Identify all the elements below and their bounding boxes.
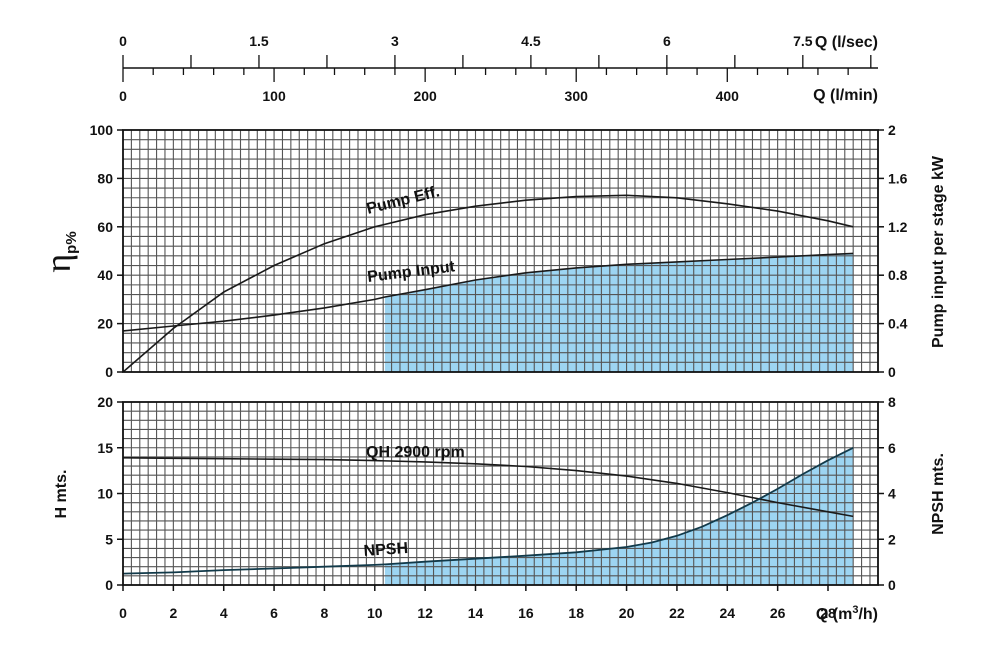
flow-axis-tick-label: 2	[169, 605, 177, 621]
lmin-tick-label: 0	[119, 88, 127, 104]
efficiency-axis-ticks: 0 20 40 60 80 100	[90, 122, 123, 380]
flow-axis-tick-label: 22	[669, 605, 685, 621]
flow-axis-tick-label: 0	[119, 605, 127, 621]
flow-axis-tick-label: 18	[568, 605, 584, 621]
top-scales: 0 1.5 3 4.5 6 7.5 0 100 200 300 400 Q (l/sec) Q (l…	[119, 33, 878, 104]
top-scale-lmin-title: Q (l/min)	[813, 87, 878, 104]
npsh-axis-tick-label: 0	[888, 577, 896, 593]
npsh-axis-tick-label: 2	[888, 531, 896, 547]
lsec-tick-label: 4.5	[521, 33, 541, 49]
head-axis-tick-label: 5	[105, 531, 113, 547]
npsh-axis-tick-label: 6	[888, 440, 896, 456]
efficiency-axis-subscript: p%	[63, 231, 80, 254]
flow-axis-ticks: 0 2 4 6 8 10 12 14 16 18 20 22 24 26 28	[119, 585, 836, 621]
pump-input-axis-title: Pump input per stage kW	[930, 155, 947, 348]
pump-input-axis-tick-label: 0.4	[888, 316, 908, 332]
npsh-curve-label: NPSH	[363, 540, 409, 560]
head-axis-tick-label: 0	[105, 577, 113, 593]
lsec-tick-label: 1.5	[249, 33, 269, 49]
flow-axis-tick-label: 6	[270, 605, 278, 621]
pump-eff-curve	[123, 194, 854, 372]
efficiency-axis-tick-label: 100	[90, 122, 114, 138]
flow-axis-tick-label: 28	[820, 605, 836, 621]
lsec-tick-label: 0	[119, 33, 127, 49]
efficiency-axis-tick-label: 40	[97, 267, 113, 283]
npsh-axis-title: NPSH mts.	[930, 453, 947, 535]
efficiency-axis-tick-label: 80	[97, 170, 113, 186]
flow-axis-title: Q (m3/h)	[816, 604, 878, 623]
pump-input-axis-tick-label: 2	[888, 122, 896, 138]
efficiency-panel-grid	[123, 130, 878, 372]
flow-axis-tick-label: 10	[367, 605, 383, 621]
flow-axis-tick-label: 12	[417, 605, 433, 621]
lmin-tick-label: 100	[262, 88, 286, 104]
head-panel-grid	[123, 402, 878, 585]
efficiency-axis-tick-label: 20	[97, 316, 113, 332]
efficiency-axis-title: ηp%	[38, 231, 80, 272]
flow-axis-tick-label: 20	[619, 605, 635, 621]
lsec-tick-label: 3	[391, 33, 399, 49]
head-axis-title: H mts.	[53, 470, 70, 519]
efficiency-axis-symbol: η	[38, 254, 78, 273]
npsh-axis-tick-label: 4	[888, 486, 896, 502]
pump-input-axis-tick-label: 0.8	[888, 267, 908, 283]
pump-input-curve	[123, 252, 854, 332]
pump-input-axis-tick-label: 1.6	[888, 170, 908, 186]
flow-axis-tick-label: 8	[321, 605, 329, 621]
lmin-tick-label: 300	[565, 88, 589, 104]
head-axis-tick-label: 10	[97, 486, 113, 502]
flow-axis-tick-label: 4	[220, 605, 228, 621]
efficiency-panel-frame	[122, 129, 879, 373]
pump-input-axis-tick-label: 1.2	[888, 219, 908, 235]
head-axis-tick-label: 20	[97, 394, 113, 410]
head-axis-ticks: 0 5 10 15 20	[97, 394, 123, 593]
qh-curve-label: QH 2900 rpm	[366, 444, 465, 461]
top-scale-lsec-title: Q (l/sec)	[815, 34, 878, 51]
flow-axis-tick-label: 14	[468, 605, 484, 621]
pump-input-axis-ticks: 0 0.4 0.8 1.2 1.6 2	[878, 122, 908, 380]
npsh-axis-tick-label: 8	[888, 394, 896, 410]
top-scale-ticks: 0 1.5 3 4.5 6 7.5 0 100 200 300 400	[119, 33, 872, 104]
lsec-tick-label: 7.5	[793, 33, 813, 49]
lmin-tick-label: 400	[716, 88, 740, 104]
svg-text:ηp%: ηp%	[38, 231, 80, 272]
efficiency-axis-tick-label: 60	[97, 219, 113, 235]
flow-axis-tick-label: 26	[770, 605, 786, 621]
qh-curve	[123, 457, 854, 518]
head-axis-tick-label: 15	[97, 440, 113, 456]
pump-input-axis-tick-label: 0	[888, 364, 896, 380]
lmin-tick-label: 200	[413, 88, 437, 104]
flow-axis-tick-label: 16	[518, 605, 534, 621]
lsec-tick-label: 6	[663, 33, 671, 49]
efficiency-axis-tick-label: 0	[105, 364, 113, 380]
flow-axis-tick-label: 24	[719, 605, 735, 621]
npsh-axis-ticks: 0 2 4 6 8	[878, 394, 896, 593]
npsh-curve	[123, 446, 854, 575]
